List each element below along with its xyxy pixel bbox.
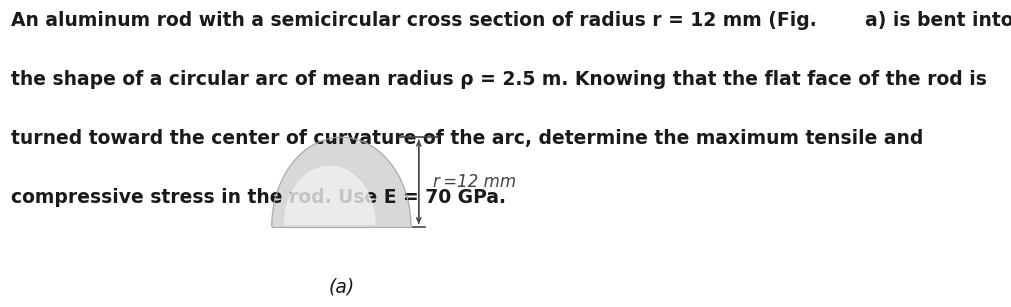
Text: r =12 mm: r =12 mm	[433, 173, 516, 191]
Text: compressive stress in the rod. Use E = 70 GPa.: compressive stress in the rod. Use E = 7…	[11, 188, 505, 208]
Text: (a): (a)	[328, 278, 354, 297]
Polygon shape	[284, 166, 374, 224]
Text: An aluminum rod with a semicircular cross section of radius r = 12 mm (Fig.     : An aluminum rod with a semicircular cros…	[11, 10, 1011, 29]
Text: turned toward the center of curvature of the arc, determine the maximum tensile : turned toward the center of curvature of…	[11, 129, 922, 148]
Text: the shape of a circular arc of mean radius ρ = 2.5 m. Knowing that the flat face: the shape of a circular arc of mean radi…	[11, 70, 986, 89]
Polygon shape	[272, 137, 410, 227]
